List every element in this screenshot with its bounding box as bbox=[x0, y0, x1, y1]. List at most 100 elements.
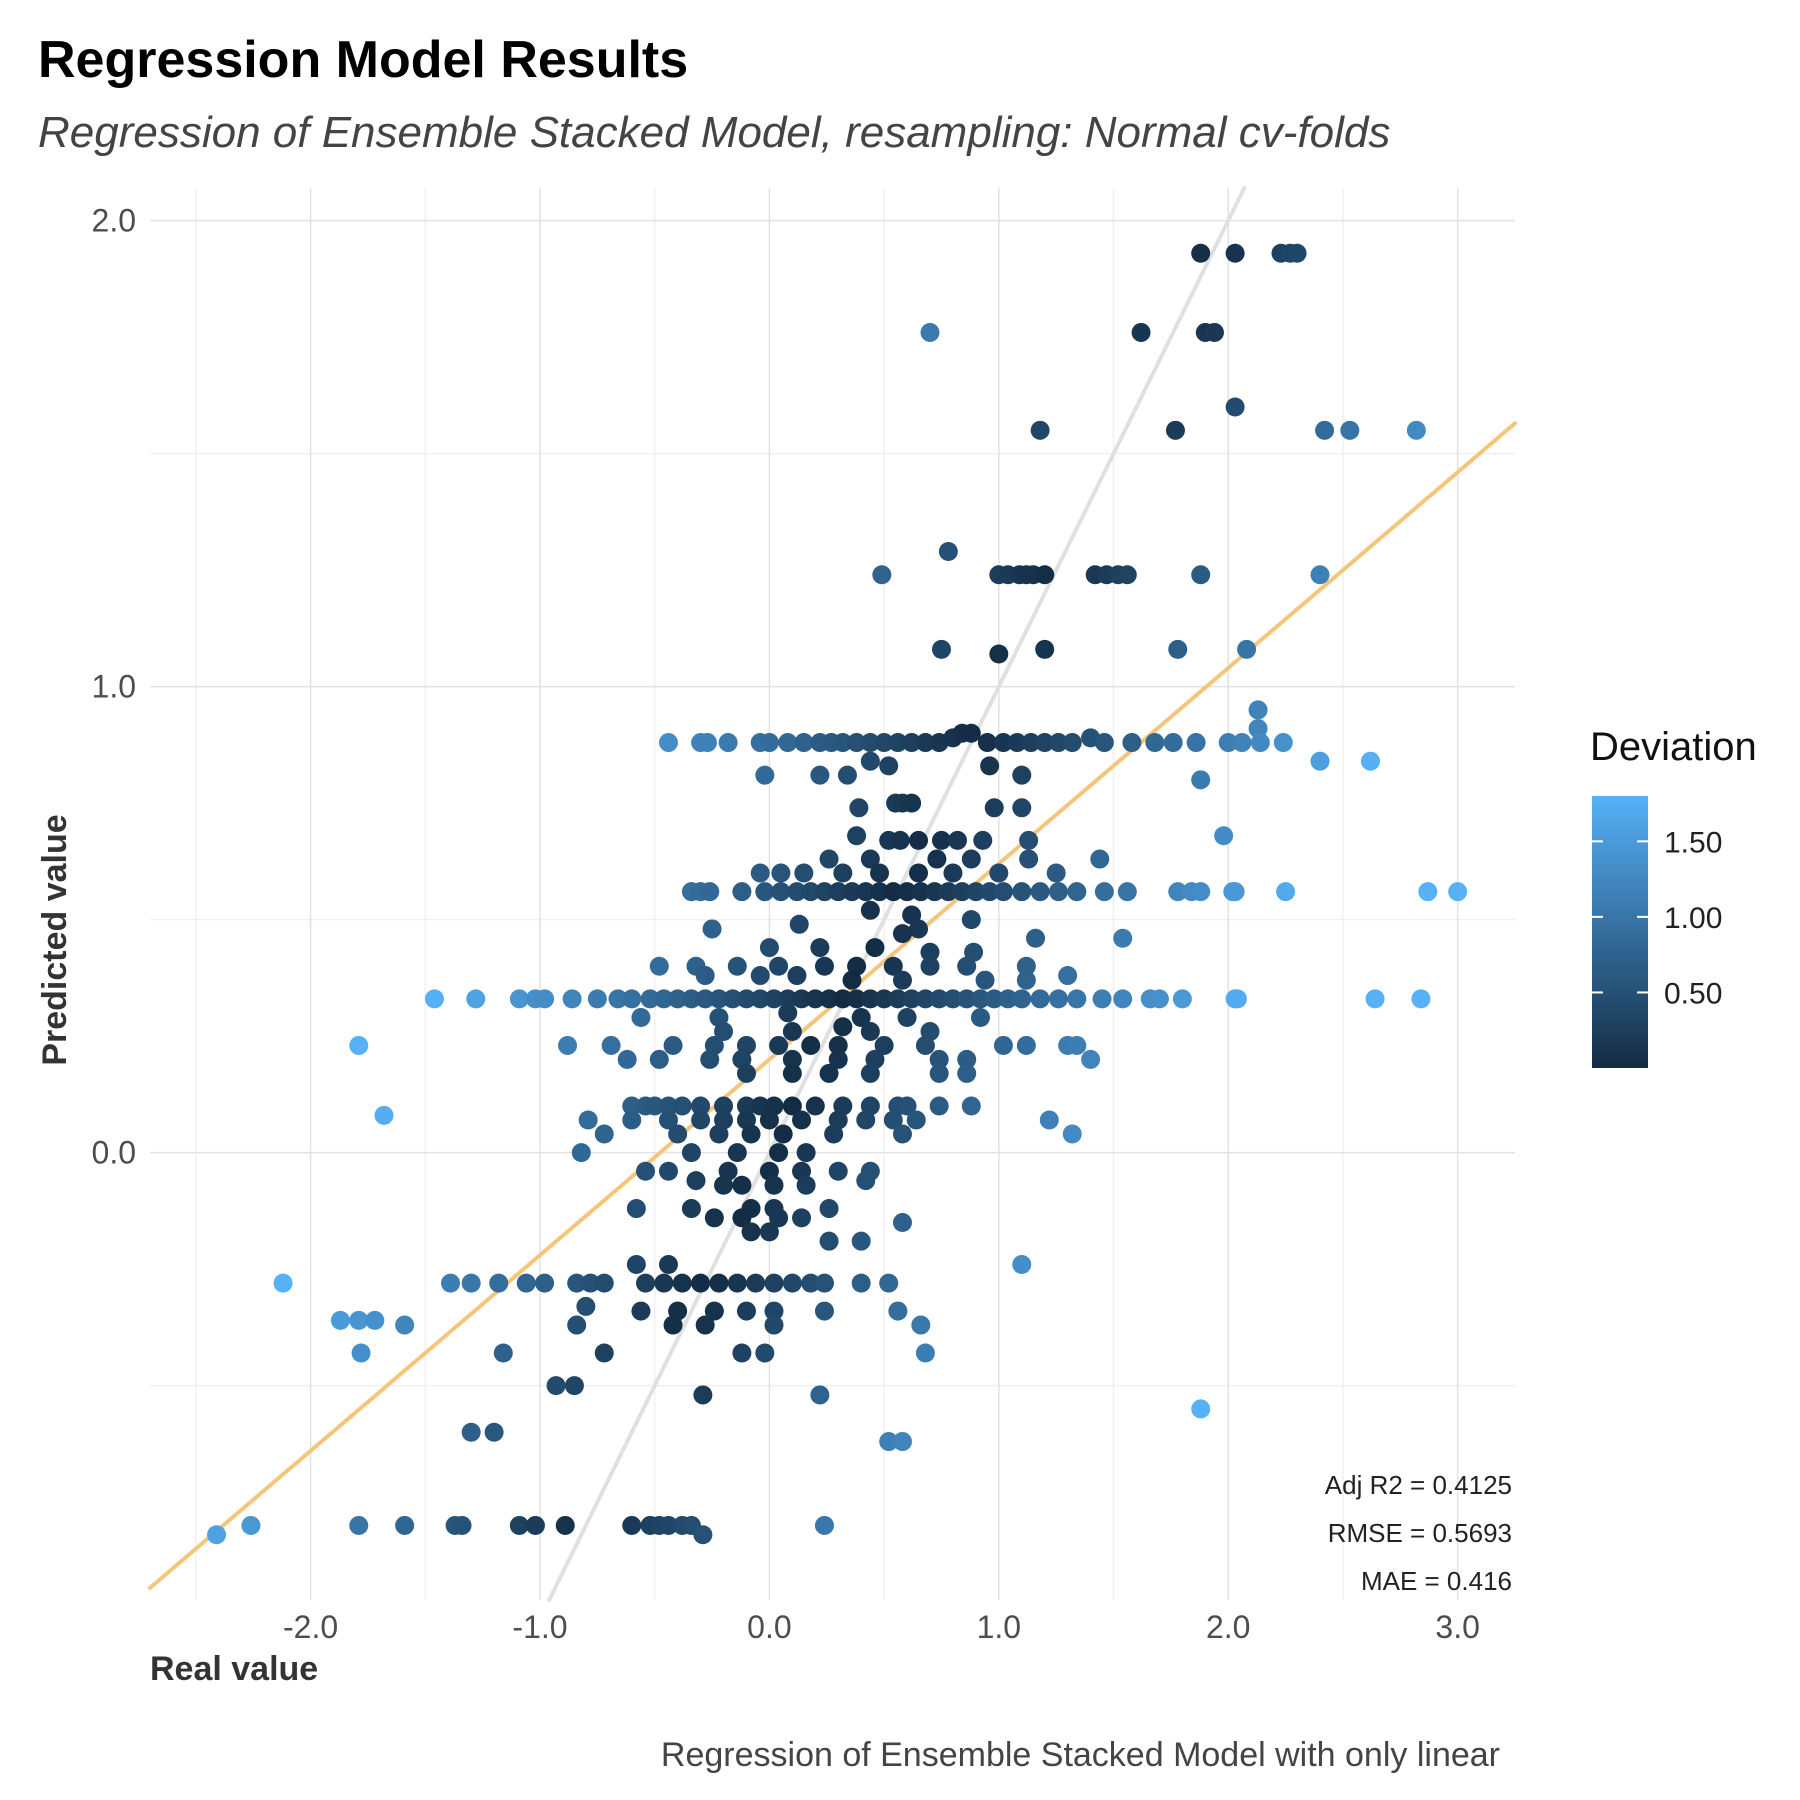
data-point bbox=[207, 1525, 227, 1545]
data-point bbox=[792, 1208, 812, 1228]
data-point bbox=[732, 1343, 752, 1363]
data-point bbox=[525, 1515, 545, 1535]
data-point bbox=[1365, 989, 1385, 1009]
data-point bbox=[915, 733, 935, 753]
legend-tick-label: 1.50 bbox=[1664, 826, 1722, 859]
data-point bbox=[1067, 989, 1087, 1009]
data-point bbox=[980, 882, 1000, 902]
x-tick-label: 2.0 bbox=[1206, 1609, 1250, 1645]
data-point bbox=[1315, 420, 1335, 440]
data-point bbox=[769, 1143, 789, 1163]
data-point bbox=[892, 1213, 912, 1233]
data-point bbox=[601, 1035, 621, 1055]
data-point bbox=[879, 1273, 899, 1293]
data-point bbox=[771, 882, 791, 902]
data-point bbox=[1094, 882, 1114, 902]
data-point bbox=[1039, 1110, 1059, 1130]
data-point bbox=[1062, 1124, 1082, 1144]
data-point bbox=[860, 989, 880, 1009]
data-point bbox=[1030, 989, 1050, 1009]
data-point bbox=[617, 1049, 637, 1069]
data-point bbox=[489, 1273, 509, 1293]
data-point bbox=[931, 830, 951, 850]
data-point bbox=[759, 938, 779, 958]
data-point bbox=[801, 1273, 821, 1293]
data-point bbox=[1191, 1399, 1211, 1419]
data-point bbox=[805, 989, 825, 1009]
data-point bbox=[1021, 733, 1041, 753]
data-point bbox=[1186, 733, 1206, 753]
data-point bbox=[578, 1110, 598, 1130]
data-point bbox=[890, 830, 910, 850]
data-point bbox=[906, 1110, 926, 1130]
data-point bbox=[814, 1301, 834, 1321]
data-point bbox=[1035, 639, 1055, 659]
data-point bbox=[883, 882, 903, 902]
data-point bbox=[755, 882, 775, 902]
data-point bbox=[759, 1222, 779, 1242]
data-point bbox=[847, 826, 867, 846]
data-point bbox=[782, 1021, 802, 1041]
data-point bbox=[1092, 989, 1112, 1009]
data-point bbox=[1012, 882, 1032, 902]
data-point bbox=[874, 733, 894, 753]
data-point bbox=[764, 1301, 784, 1321]
data-point bbox=[1237, 639, 1257, 659]
data-point bbox=[695, 1315, 715, 1335]
data-point bbox=[686, 1171, 706, 1191]
data-point bbox=[782, 1049, 802, 1069]
data-point bbox=[874, 1035, 894, 1055]
data-point bbox=[771, 863, 791, 883]
data-point bbox=[1411, 989, 1431, 1009]
data-point bbox=[849, 798, 869, 818]
data-point bbox=[626, 1254, 646, 1274]
data-point bbox=[727, 956, 747, 976]
y-tick-label: 1.0 bbox=[92, 669, 136, 705]
data-point bbox=[714, 1021, 734, 1041]
data-point bbox=[1048, 989, 1068, 1009]
data-point bbox=[1165, 420, 1185, 440]
data-point bbox=[709, 1124, 729, 1144]
data-point bbox=[989, 644, 1009, 664]
data-point bbox=[1048, 882, 1068, 902]
data-point bbox=[879, 1432, 899, 1452]
data-point bbox=[778, 1003, 798, 1023]
data-point bbox=[814, 956, 834, 976]
data-point bbox=[695, 989, 715, 1009]
data-point bbox=[764, 989, 784, 1009]
data-point bbox=[993, 1035, 1013, 1055]
data-point bbox=[833, 989, 853, 1009]
data-point bbox=[856, 1110, 876, 1130]
data-point bbox=[365, 1310, 385, 1330]
data-point bbox=[961, 849, 981, 869]
data-point bbox=[902, 989, 922, 1009]
data-point bbox=[883, 1110, 903, 1130]
x-tick-label: -2.0 bbox=[283, 1609, 338, 1645]
data-point bbox=[663, 1035, 683, 1055]
data-point bbox=[1117, 565, 1137, 585]
data-point bbox=[709, 1273, 729, 1293]
data-point bbox=[273, 1273, 293, 1293]
data-point bbox=[349, 1035, 369, 1055]
data-point bbox=[700, 882, 720, 902]
data-point bbox=[695, 966, 715, 986]
data-point bbox=[778, 989, 798, 1009]
data-point bbox=[847, 989, 867, 1009]
data-points bbox=[207, 243, 1468, 1545]
data-point bbox=[810, 1385, 830, 1405]
data-point bbox=[1418, 882, 1438, 902]
data-point bbox=[801, 1035, 821, 1055]
data-point bbox=[920, 322, 940, 342]
data-point bbox=[631, 1301, 651, 1321]
data-point bbox=[658, 1254, 678, 1274]
data-point bbox=[571, 1143, 591, 1163]
data-point bbox=[1026, 928, 1046, 948]
data-point bbox=[977, 733, 997, 753]
data-point bbox=[516, 1273, 536, 1293]
data-point bbox=[970, 989, 990, 1009]
data-point bbox=[580, 1273, 600, 1293]
data-point bbox=[640, 989, 660, 1009]
data-point bbox=[1113, 928, 1133, 948]
legend-colorbar bbox=[1592, 796, 1648, 1068]
data-point bbox=[892, 970, 912, 990]
